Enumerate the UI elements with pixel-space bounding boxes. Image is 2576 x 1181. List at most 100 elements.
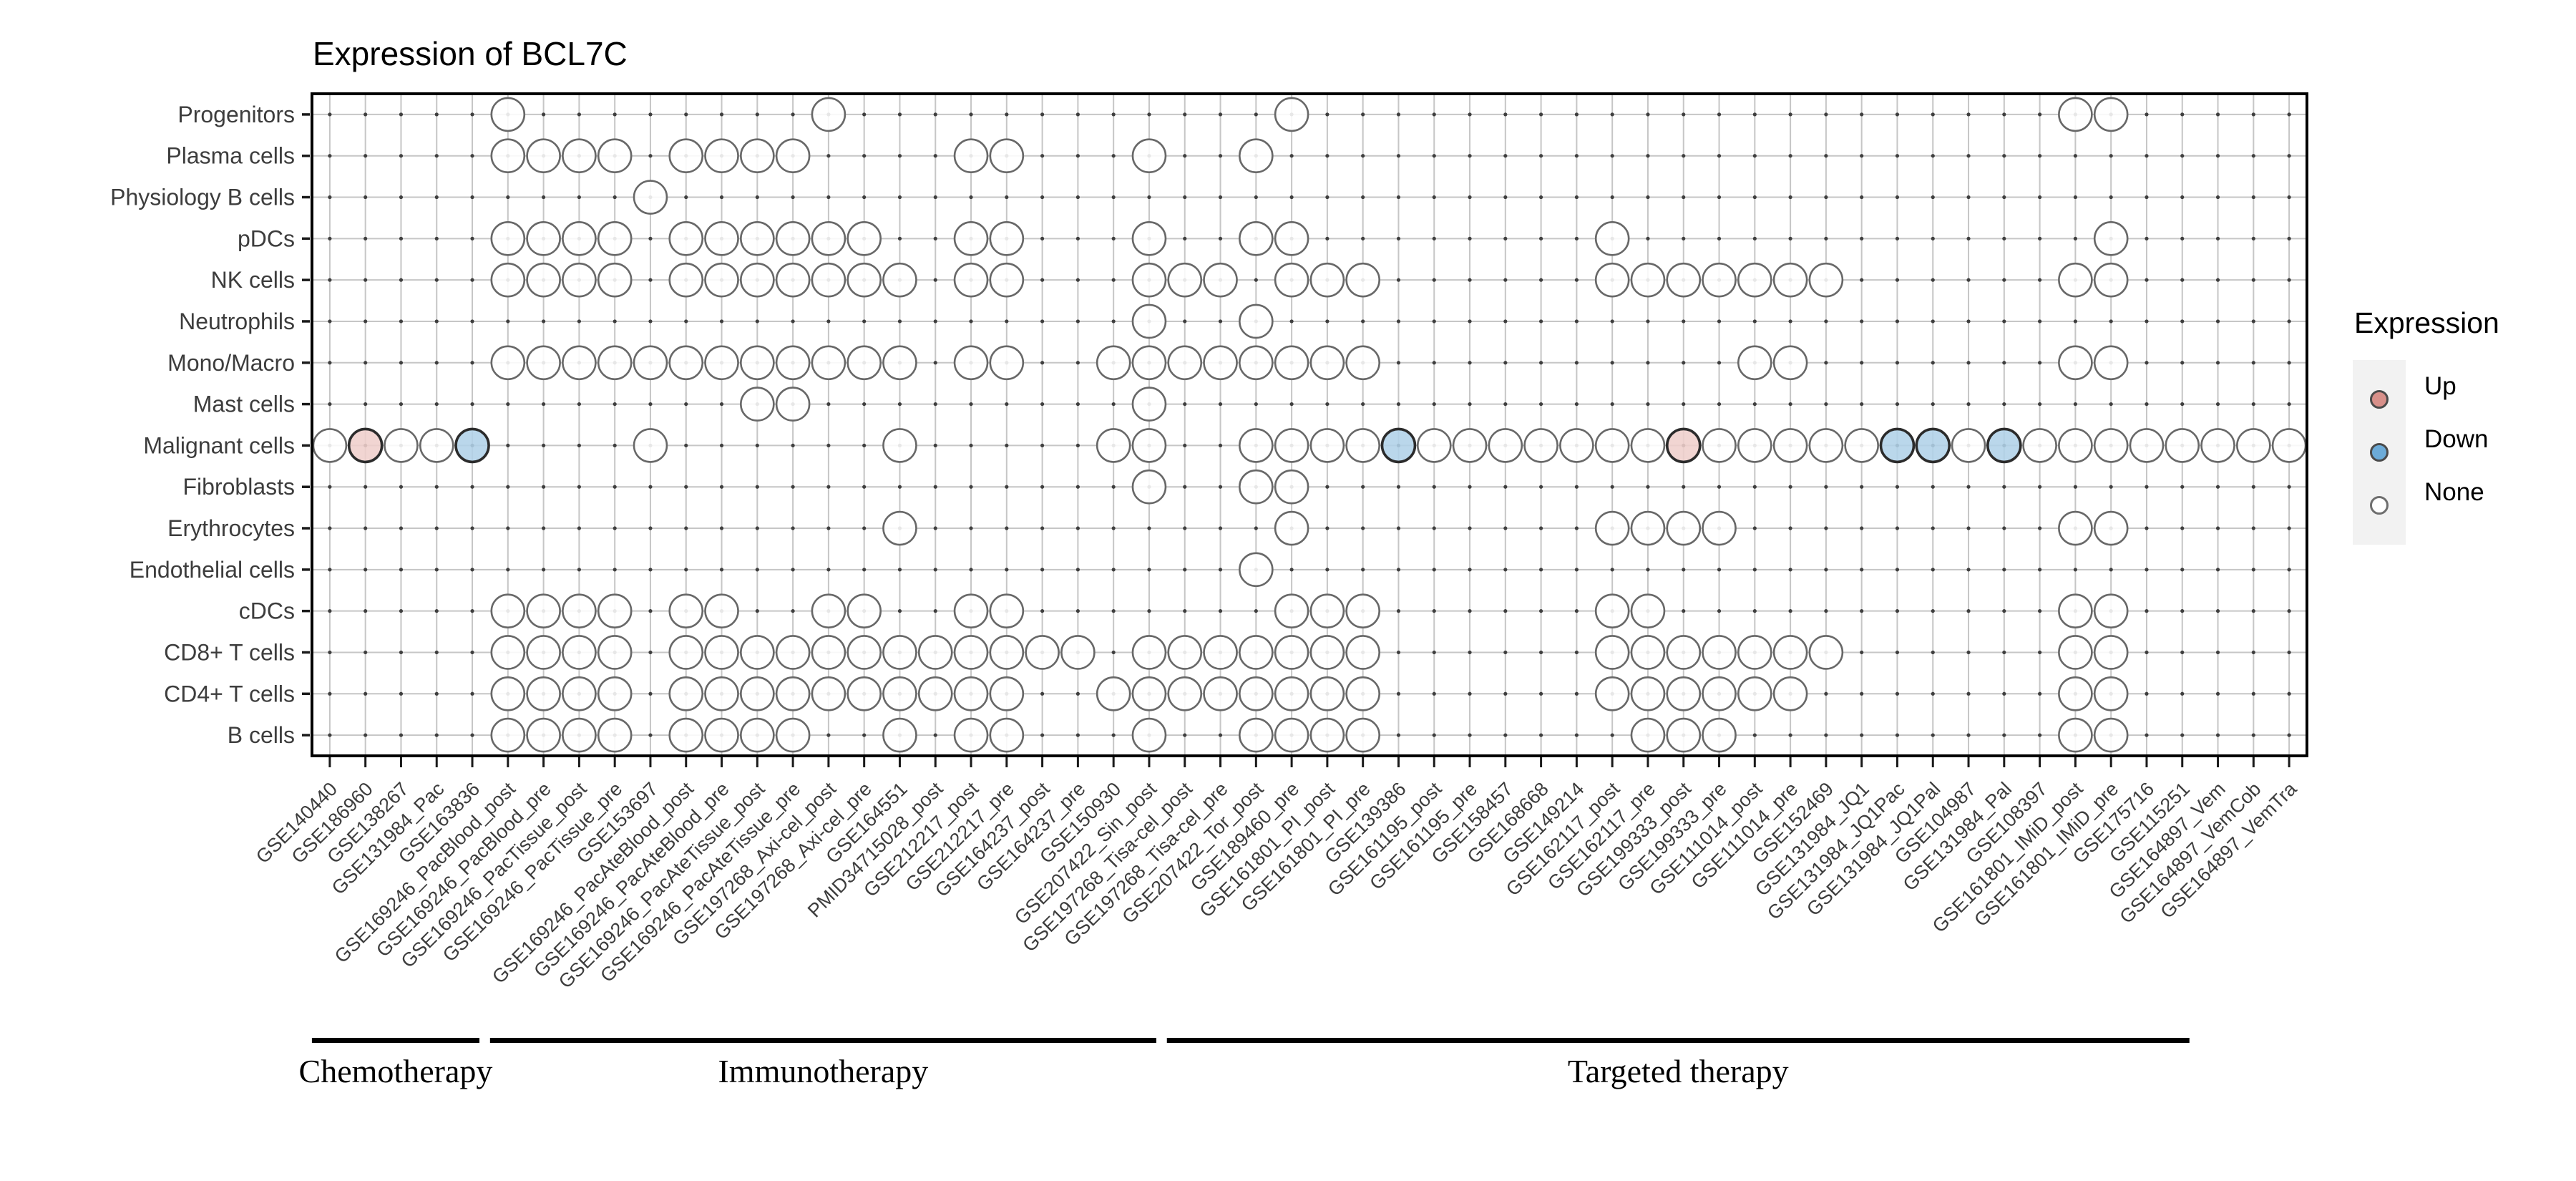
grid-intersection-dot [862, 568, 867, 572]
grid-intersection-dot [328, 154, 332, 158]
expression-dot-none [2058, 510, 2093, 546]
grid-intersection-dot [1574, 278, 1579, 282]
expression-dot-none [384, 428, 419, 463]
grid-intersection-dot [969, 112, 973, 117]
grid-intersection-dot [2145, 278, 2149, 282]
grid-intersection-dot [328, 526, 332, 530]
grid-intersection-dot [542, 112, 546, 117]
grid-intersection-dot [1183, 526, 1187, 530]
grid-intersection-dot [933, 526, 937, 530]
grid-intersection-dot [2180, 609, 2185, 613]
expression-dot-none [597, 345, 633, 381]
grid-intersection-dot [1503, 278, 1508, 282]
grid-intersection-dot [648, 609, 653, 613]
grid-intersection-dot [933, 236, 937, 240]
expression-dot-none [989, 262, 1025, 298]
grid-intersection-dot [2215, 154, 2220, 158]
expression-dot-none [1309, 345, 1345, 381]
grid-intersection-dot [933, 402, 937, 407]
grid-intersection-dot [434, 485, 439, 489]
grid-intersection-dot [1503, 485, 1508, 489]
grid-intersection-dot [791, 112, 795, 117]
grid-intersection-dot [1860, 112, 1864, 117]
expression-dot-none [1239, 635, 1274, 670]
grid-intersection-dot [1075, 236, 1080, 240]
grid-intersection-dot [399, 236, 404, 240]
grid-intersection-dot [1966, 485, 1971, 489]
grid-intersection-dot [1147, 195, 1151, 200]
grid-intersection-dot [1788, 402, 1792, 407]
expression-dot-none [2165, 428, 2200, 463]
grid-intersection-dot [1860, 526, 1864, 530]
expression-dot-none [1131, 221, 1167, 256]
expression-dot-none [1523, 428, 1558, 463]
expression-dot-none [2093, 635, 2129, 670]
grid-intersection-dot [434, 278, 439, 282]
expression-dot-down [454, 427, 490, 464]
grid-intersection-dot [364, 112, 368, 117]
grid-intersection-dot [755, 485, 759, 489]
grid-intersection-dot [1824, 485, 1828, 489]
grid-intersection-dot [2287, 609, 2291, 613]
grid-intersection-dot [897, 402, 902, 407]
grid-intersection-dot [2038, 650, 2042, 655]
grid-intersection-dot [2180, 526, 2185, 530]
grid-intersection-dot [2215, 361, 2220, 365]
expression-dot-none [2093, 717, 2129, 753]
grid-intersection-dot [1218, 733, 1223, 737]
expression-dot-none [811, 345, 847, 381]
grid-intersection-dot [1183, 319, 1187, 324]
grid-intersection-dot [1610, 733, 1614, 737]
expression-dot-none [1416, 428, 1452, 463]
grid-intersection-dot [1895, 733, 1900, 737]
grid-intersection-dot [1539, 112, 1543, 117]
grid-intersection-dot [1040, 733, 1045, 737]
grid-intersection-dot [434, 691, 439, 696]
grid-intersection-dot [470, 733, 474, 737]
grid-intersection-dot [1111, 112, 1116, 117]
expression-dot-none [847, 676, 882, 711]
grid-intersection-dot [1966, 195, 1971, 200]
grid-intersection-dot [826, 443, 831, 448]
grid-intersection-dot [1183, 154, 1187, 158]
expression-dot-none [775, 221, 811, 256]
grid-intersection-dot [791, 568, 795, 572]
grid-intersection-dot [1432, 154, 1436, 158]
expression-dot-none [811, 221, 847, 256]
legend-key-up [2363, 373, 2396, 426]
grid-intersection-dot [1539, 154, 1543, 158]
expression-dot-none [704, 593, 739, 628]
grid-intersection-dot [1682, 154, 1686, 158]
expression-dot-none [1167, 635, 1203, 670]
grid-intersection-dot [1075, 319, 1080, 324]
grid-intersection-dot [2180, 154, 2185, 158]
grid-intersection-dot [542, 402, 546, 407]
grid-intersection-dot [1860, 402, 1864, 407]
grid-intersection-dot [2215, 112, 2220, 117]
grid-intersection-dot [1289, 402, 1294, 407]
expression-dot-none [2093, 593, 2129, 628]
grid-intersection-dot [470, 195, 474, 200]
grid-intersection-dot [2287, 402, 2291, 407]
grid-intersection-dot [1895, 361, 1900, 365]
grid-intersection-dot [1325, 402, 1330, 407]
grid-intersection-dot [1432, 650, 1436, 655]
grid-intersection-dot [506, 568, 510, 572]
grid-intersection-dot [2038, 402, 2042, 407]
grid-intersection-dot [1111, 485, 1116, 489]
legend-dot-icon [2370, 443, 2389, 462]
grid-intersection-dot [577, 526, 581, 530]
grid-intersection-dot [1682, 609, 1686, 613]
grid-intersection-dot [933, 609, 937, 613]
grid-intersection-dot [684, 402, 688, 407]
grid-intersection-dot [969, 526, 973, 530]
grid-intersection-dot [1468, 195, 1472, 200]
grid-intersection-dot [1788, 609, 1792, 613]
expression-dot-none [1702, 428, 1737, 463]
grid-intersection-dot [1254, 195, 1258, 200]
expression-dot-none [1131, 138, 1167, 174]
expression-dot-none [847, 593, 882, 628]
grid-intersection-dot [399, 319, 404, 324]
grid-intersection-dot [1361, 195, 1365, 200]
grid-intersection-dot [1396, 154, 1401, 158]
